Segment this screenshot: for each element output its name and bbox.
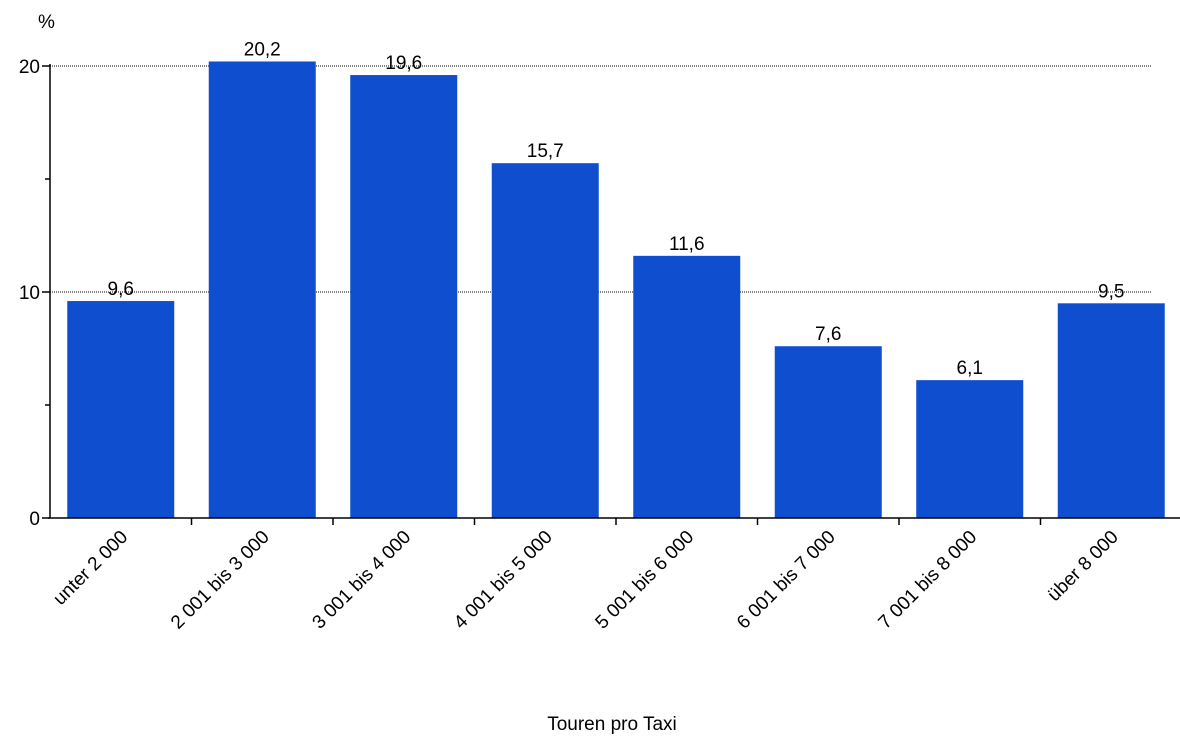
bar — [916, 380, 1024, 518]
bar — [67, 301, 175, 518]
x-axis-label: Touren pro Taxi — [547, 714, 677, 735]
category-label: 7 001 bis 8 000 — [875, 527, 982, 634]
y-axis-unit: % — [38, 12, 55, 33]
category-label: 5 001 bis 6 000 — [592, 527, 699, 634]
data-label: 6,1 — [957, 358, 983, 379]
data-label: 11,6 — [669, 234, 705, 255]
category-label: 4 001 bis 5 000 — [450, 527, 557, 634]
y-tick-label: 10 — [19, 283, 40, 304]
gridlines — [50, 65, 1151, 293]
y-tick-label: 0 — [29, 509, 40, 530]
y-tick-label: 20 — [19, 57, 40, 78]
category-label: 6 001 bis 7 000 — [733, 527, 840, 634]
axes: 0 10 20 — [19, 57, 1180, 530]
category-label: 3 001 bis 4 000 — [309, 527, 416, 634]
data-labels: 9,6 20,2 19,6 15,7 11,6 7,6 6,1 9,5 — [108, 39, 1125, 379]
bar — [350, 75, 458, 518]
category-label: unter 2 000 — [49, 527, 132, 610]
bar — [774, 346, 882, 518]
data-label: 20,2 — [244, 39, 281, 60]
bar — [633, 255, 741, 518]
bar — [208, 61, 316, 518]
bars — [67, 61, 1165, 518]
category-label: 2 001 bis 3 000 — [167, 527, 274, 634]
data-label: 19,6 — [385, 53, 422, 74]
category-label: über 8 000 — [1044, 527, 1123, 606]
data-label: 9,5 — [1098, 281, 1124, 302]
category-labels: unter 2 000 2 001 bis 3 000 3 001 bis 4 00… — [49, 527, 1122, 634]
data-label: 15,7 — [527, 141, 564, 162]
data-label: 9,6 — [108, 279, 134, 300]
bar — [1057, 303, 1165, 518]
data-label: 7,6 — [815, 324, 841, 345]
bar — [491, 163, 599, 518]
